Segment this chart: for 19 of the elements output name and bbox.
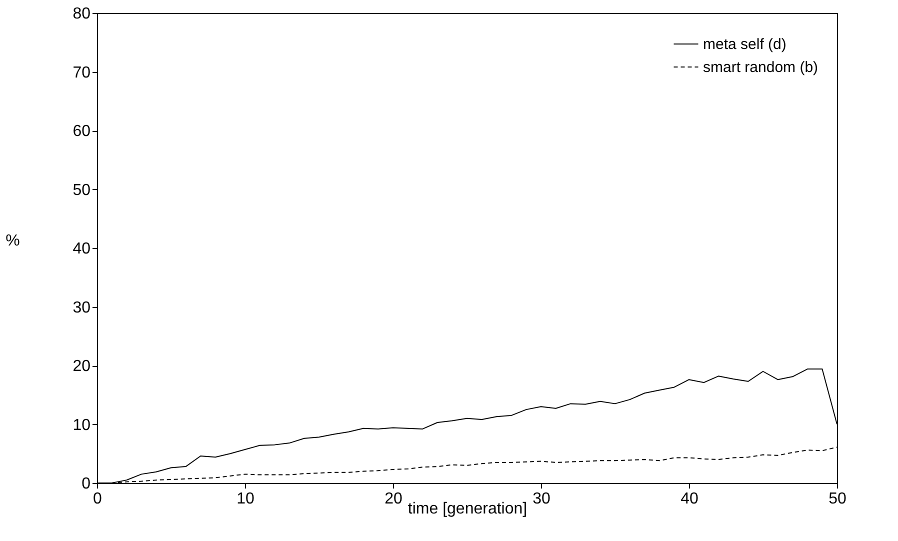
y-tick-label: 10 — [72, 416, 91, 434]
legend-label: smart random (b) — [703, 59, 818, 76]
legend-label: meta self (d) — [703, 36, 786, 53]
y-tick-label: 20 — [72, 358, 91, 375]
x-tick-label: 40 — [680, 490, 698, 508]
y-tick-label: 30 — [72, 299, 91, 316]
y-tick-label: 80 — [72, 6, 91, 22]
x-tick-label: 30 — [532, 490, 550, 508]
x-axis-title: time [generation] — [408, 500, 528, 518]
x-tick-label: 0 — [93, 490, 102, 508]
x-tick-label: 20 — [384, 490, 402, 508]
y-tick-label: 0 — [82, 476, 91, 492]
y-tick-label: 60 — [72, 123, 91, 140]
y-tick-label: 50 — [72, 182, 91, 199]
y-axis-title: % — [6, 232, 20, 250]
y-tick-label: 70 — [72, 64, 91, 82]
x-tick-label: 50 — [828, 490, 846, 508]
y-tick-label: 40 — [72, 240, 91, 258]
x-tick-label: 10 — [236, 490, 254, 508]
